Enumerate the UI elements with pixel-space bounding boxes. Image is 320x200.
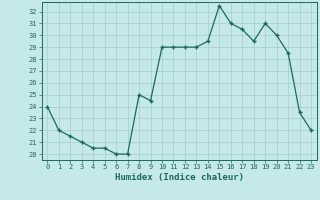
X-axis label: Humidex (Indice chaleur): Humidex (Indice chaleur) xyxy=(115,173,244,182)
